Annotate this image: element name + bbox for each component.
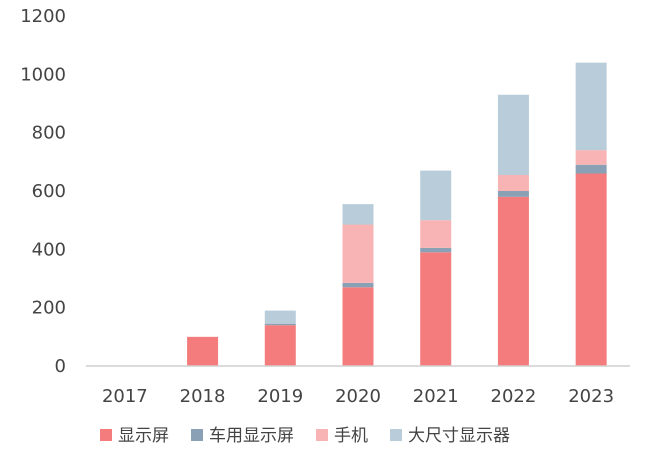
bar-segment [575,173,607,366]
y-tick-label: 1200 [20,6,66,27]
bar-segment [420,247,452,253]
legend-swatch [100,429,112,441]
x-tick-label: 2017 [102,386,148,407]
bar-segment [497,94,529,175]
legend-swatch [390,429,402,441]
bar-segment [342,282,374,288]
bars [187,62,607,366]
legend-label: 车用显示屏 [209,426,294,446]
bar-segment [187,336,219,366]
bar-segment [420,170,452,221]
bar-segment [420,220,452,248]
bar-segment [264,310,296,324]
y-tick-label: 600 [32,181,66,202]
bar-segment [575,150,607,165]
x-tick-label: 2019 [257,386,303,407]
x-tick-label: 2022 [491,386,537,407]
bar-segment [342,224,374,283]
x-tick-label: 2023 [568,386,614,407]
bar-segment [420,252,452,366]
bar-segment [264,323,296,326]
x-tick-label: 2018 [180,386,226,407]
bar-segment [575,62,607,151]
bar-segment [497,174,529,191]
legend-label: 显示屏 [118,426,169,446]
bar-segment [264,325,296,366]
y-tick-label: 1000 [20,64,66,85]
legend-label: 大尺寸显示器 [408,426,510,446]
x-tick-label: 2020 [335,386,381,407]
bar-segment [342,204,374,225]
y-tick-label: 400 [32,239,66,260]
y-tick-label: 0 [55,356,66,377]
bar-segment [497,196,529,366]
bar-segment [575,164,607,174]
bar-segment [342,287,374,366]
legend-swatch [191,429,203,441]
x-tick-label: 2021 [413,386,459,407]
y-tick-label: 800 [32,123,66,144]
legend-label: 手机 [334,426,368,446]
x-axis: 2017 2018 2019 2020 2021 2022 2023 [102,386,614,407]
bar-segment [497,191,529,197]
legend: 显示屏 车用显示屏 手机 大尺寸显示器 [100,426,510,446]
legend-swatch [316,429,328,441]
y-tick-label: 200 [32,298,66,319]
y-axis: 0 200 400 600 800 1000 1200 [20,6,66,377]
